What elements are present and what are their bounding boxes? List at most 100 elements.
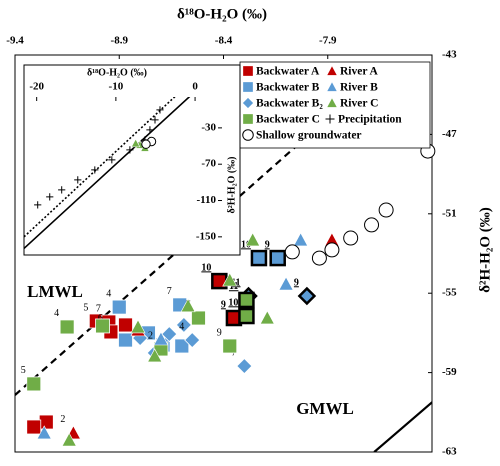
point-label: 5 — [21, 365, 26, 376]
marker-square — [38, 414, 54, 430]
x-tick-label: 0 — [192, 81, 198, 93]
x-tick-label: -10 — [109, 81, 124, 93]
marker-triangle — [259, 310, 275, 325]
marker-triangle — [278, 276, 294, 291]
marker-circle — [378, 202, 394, 218]
legend-label: Backwater B — [256, 82, 320, 94]
point-label: 2 — [60, 414, 65, 425]
legend-marker — [242, 113, 254, 125]
point-label: 7 — [167, 286, 172, 297]
legend-marker — [242, 65, 254, 77]
inset-y-label: δ²H-H₂O (‰) — [226, 156, 237, 213]
marker-circle — [324, 242, 340, 258]
main-plot: -9.4-8.9-8.4-7.9-43-47-51-55-59-63576109… — [6, 35, 457, 458]
marker-square — [26, 376, 42, 392]
marker-square — [250, 249, 268, 267]
water-line — [15, 112, 335, 396]
marker-triangle — [61, 432, 77, 447]
y-tick-label: -43 — [442, 49, 457, 61]
marker-cross — [126, 146, 134, 154]
marker-circle — [284, 244, 300, 260]
y-tick-label: -59 — [442, 366, 457, 378]
point-label: 9 — [221, 299, 226, 310]
point-label: 10 — [201, 262, 211, 273]
legend-marker — [242, 81, 254, 93]
inset-frame — [23, 64, 241, 256]
water-line — [24, 97, 191, 250]
legend-label: Backwater C — [256, 114, 320, 126]
marker-diamond — [297, 286, 317, 306]
y-tick-label: -30 — [201, 121, 216, 133]
legend-marker — [326, 81, 338, 92]
legend-label: River A — [340, 66, 378, 78]
marker-square — [191, 310, 206, 326]
legend-label: Backwater B₂ — [256, 98, 323, 110]
line-label: GMWL — [296, 399, 354, 418]
inset: δ¹⁸O-H₂O (‰) δ²H-H₂O (‰) -20 -10 0 -30 -70 -110… — [23, 64, 241, 256]
marker-square — [26, 419, 42, 435]
x-tick-label: -9.4 — [6, 35, 24, 47]
marker-cross — [156, 106, 164, 114]
y-tick-label: -47 — [442, 128, 457, 140]
marker-diamond — [184, 331, 201, 349]
marker-triangle — [180, 298, 196, 313]
legend-marker — [241, 96, 255, 110]
point-label: 4 — [179, 321, 184, 332]
point-label: 9 — [265, 239, 270, 250]
point-label: 5 — [83, 302, 88, 313]
marker-square — [238, 307, 255, 325]
point-label: 9 — [217, 327, 222, 338]
marker-circle — [343, 230, 359, 246]
x-tick-label: -8.9 — [111, 35, 129, 47]
legend-label: River B — [340, 82, 378, 94]
marker-triangle — [130, 138, 141, 148]
marker-diamond — [161, 326, 178, 343]
legend-marker — [326, 65, 338, 76]
marker-square — [59, 319, 75, 335]
x-tick-label: -8.4 — [215, 35, 233, 47]
x-tick-label: -20 — [29, 81, 44, 93]
marker-circle — [141, 139, 151, 149]
marker-diamond — [175, 316, 192, 334]
water-line — [24, 97, 176, 238]
y-axis-label: δ²H-H₂O (‰) — [477, 207, 493, 293]
x-tick-label: -7.9 — [319, 35, 337, 47]
y-tick-label: -150 — [196, 230, 217, 242]
marker-square — [238, 291, 255, 309]
point-label: 4 — [106, 288, 111, 299]
point-label: 9 — [294, 277, 299, 288]
legend-label: Precipitation — [338, 114, 402, 126]
y-tick-label: -70 — [201, 158, 216, 170]
marker-cross — [46, 193, 54, 201]
y-tick-label: -63 — [442, 446, 457, 458]
marker-triangle — [153, 331, 169, 346]
point-label: 10 — [228, 297, 238, 308]
marker-cross — [58, 186, 66, 194]
marker-cross — [151, 116, 159, 124]
marker-triangle — [293, 232, 309, 247]
marker-triangle — [222, 272, 238, 287]
marker-cross — [108, 156, 116, 164]
marker-square — [269, 249, 286, 267]
marker-circle — [311, 250, 327, 266]
marker-circle — [364, 217, 380, 233]
legend-marker — [242, 129, 254, 141]
marker-square — [118, 332, 133, 348]
point-label: 11 — [231, 277, 240, 288]
point-label: 2 — [148, 330, 153, 341]
marker-triangle — [147, 348, 163, 363]
x-axis-label: δ¹⁸O-H₂O (‰) — [177, 6, 267, 22]
inset-x-label: δ¹⁸O-H₂O (‰) — [87, 67, 147, 78]
marker-square — [111, 299, 127, 315]
marker-cross — [74, 176, 82, 184]
marker-triangle — [130, 319, 146, 334]
marker-cross — [91, 166, 99, 174]
y-tick-label: -110 — [196, 194, 216, 206]
legend-label: River C — [340, 98, 378, 110]
point-label: 11 — [229, 281, 238, 292]
point-label: 4 — [54, 308, 59, 319]
marker-square — [222, 338, 238, 354]
marker-square — [95, 318, 110, 334]
legend-marker — [325, 114, 335, 124]
